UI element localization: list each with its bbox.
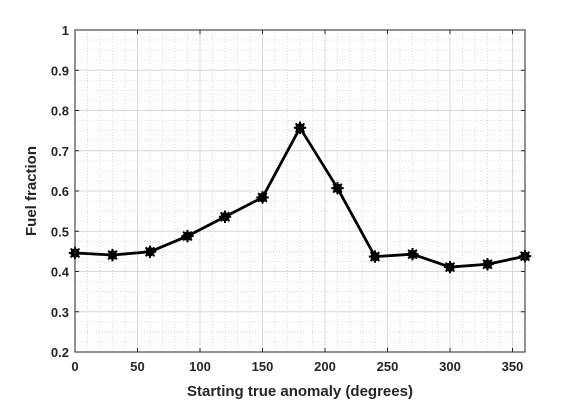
data-point [181,229,194,243]
y-tick-label: 0.2 [51,345,69,360]
x-tick-label: 300 [439,359,461,374]
data-point [106,248,119,262]
data-point [368,250,382,263]
y-tick-label: 0.6 [51,184,69,199]
y-tick-labels: 0.2 0.3 0.4 0.5 0.6 0.7 0.8 0.9 1 [51,23,70,360]
x-tick-label: 100 [189,359,211,374]
data-point-ray [257,192,268,203]
y-tick-label: 0.4 [51,265,70,280]
data-point-ray [144,246,156,257]
data-point-ray [294,122,306,133]
data-point-ray [182,230,193,242]
data-point [406,247,419,261]
data-point-ray [369,251,381,262]
data-point [331,181,344,195]
y-tick-label: 0.3 [51,305,69,320]
data-point [481,258,494,271]
y-tick-label: 0.8 [51,104,69,119]
data-point-ray [219,211,231,222]
data-point [218,210,232,223]
x-tick-label: 350 [502,359,524,374]
x-tick-label: 0 [71,359,78,374]
series-group [68,121,532,274]
y-tick-label: 0.7 [51,144,69,159]
data-point-ray [332,183,343,194]
data-point-ray [107,249,118,261]
data-point [293,121,307,135]
data-point-ray [444,261,456,273]
x-tick-label: 250 [377,359,399,374]
x-tick-label: 200 [314,359,336,374]
data-point [443,260,457,274]
y-tick-label: 1 [62,23,69,38]
x-tick-label: 150 [252,359,274,374]
x-axis-label: Starting true anomaly (degrees) [187,383,413,400]
x-tick-labels: 0 50 100 150 200 250 300 350 [71,359,523,374]
data-point [143,245,157,258]
y-tick-label: 0.5 [51,224,69,239]
plot-frame [74,29,526,353]
data-point [256,191,269,204]
data-point-ray [482,259,493,270]
data-point-ray [407,249,418,260]
x-tick-label: 50 [130,359,144,374]
y-tick-label: 0.9 [51,63,69,78]
y-axis-label: Fuel fraction [23,146,40,236]
